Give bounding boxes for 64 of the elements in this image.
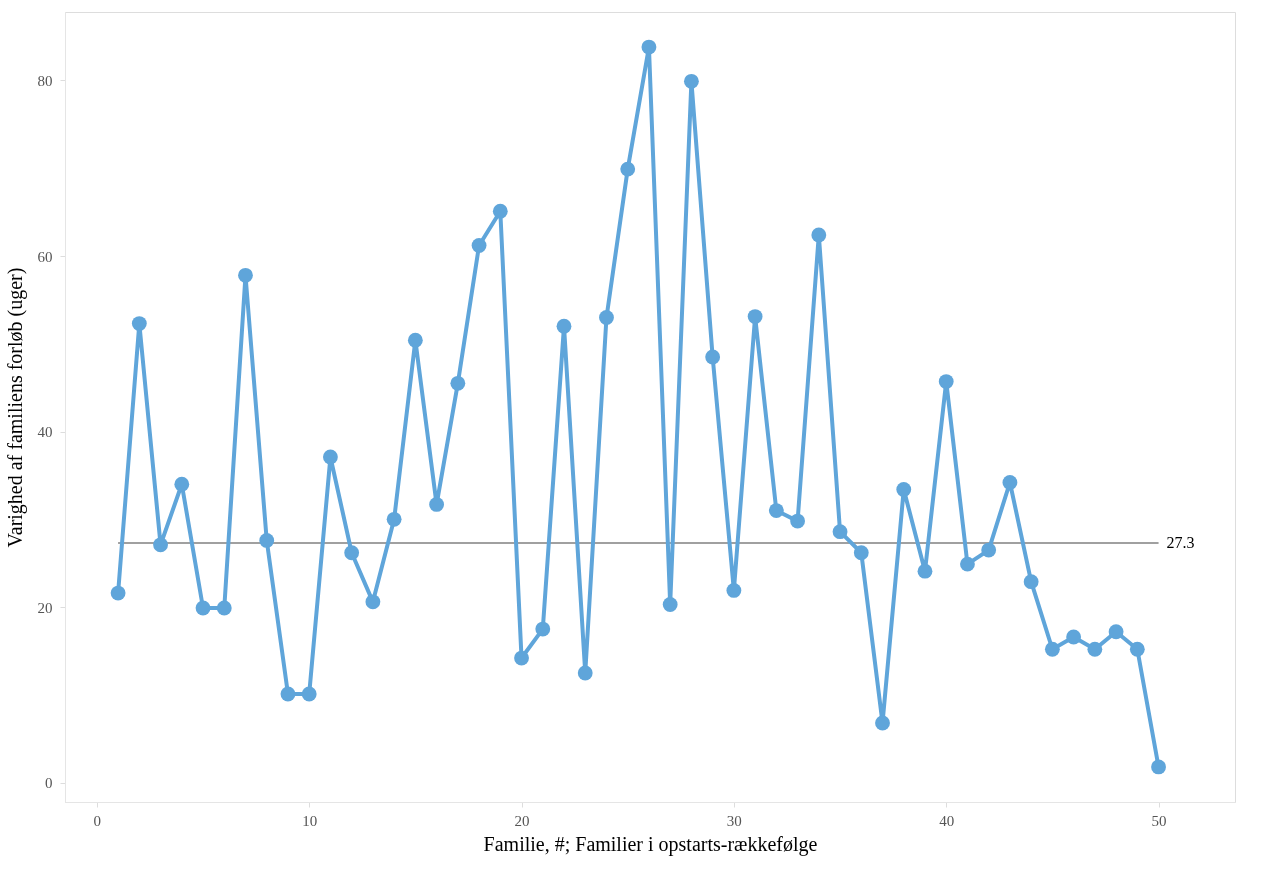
point (131, 316, 147, 332)
point (216, 600, 232, 616)
point (153, 537, 168, 553)
point (662, 597, 678, 612)
point (811, 227, 827, 243)
y-tick-label: 0 (45, 775, 53, 792)
point (323, 449, 338, 465)
point (556, 318, 572, 334)
point (853, 545, 869, 561)
point (832, 524, 848, 540)
point (344, 545, 360, 561)
x-tick-label: 0 (93, 812, 102, 829)
point (280, 686, 296, 702)
point (492, 203, 508, 219)
point (577, 665, 593, 681)
point (238, 267, 253, 283)
point (1044, 641, 1060, 657)
point (1087, 641, 1103, 657)
point (1129, 641, 1145, 657)
x-tick-label: 20 (514, 812, 530, 829)
y-tick-label: 20 (37, 599, 53, 616)
point (747, 309, 763, 324)
point (471, 238, 487, 253)
point (1002, 475, 1018, 490)
point (641, 39, 657, 55)
point (535, 621, 551, 637)
point (407, 332, 423, 348)
point (1151, 759, 1166, 775)
point (110, 585, 126, 601)
point (1023, 574, 1039, 590)
point (301, 686, 317, 702)
x-axis-title: Familie, #; Familier i opstarts-rækkefølge (483, 832, 818, 856)
point (365, 594, 381, 610)
point (917, 563, 933, 579)
point (938, 374, 954, 389)
ref-line-label: 27.3 (1166, 534, 1195, 552)
x-tick-label: 50 (1151, 812, 1167, 829)
point (195, 600, 211, 616)
y-axis-title: Varighed af familiens forløb (uger) (3, 267, 27, 548)
point (960, 556, 975, 572)
point (683, 73, 699, 89)
point (174, 476, 190, 492)
point (790, 513, 805, 529)
point (259, 533, 275, 548)
point (599, 310, 614, 325)
y-tick-label: 60 (37, 248, 53, 265)
point (981, 542, 997, 558)
point (1066, 629, 1082, 645)
x-tick-label: 10 (302, 812, 318, 829)
point (768, 503, 784, 518)
point (429, 497, 445, 512)
point (726, 583, 742, 598)
point (896, 482, 912, 497)
x-tick-label: 30 (726, 812, 742, 829)
point (705, 349, 721, 365)
point (1108, 624, 1124, 640)
y-tick-label: 40 (37, 424, 53, 441)
x-tick-label: 40 (939, 812, 955, 829)
y-tick-label: 80 (37, 72, 53, 89)
point (386, 511, 402, 527)
point (875, 715, 890, 731)
point (620, 161, 636, 177)
point (450, 375, 466, 391)
point (514, 650, 529, 666)
